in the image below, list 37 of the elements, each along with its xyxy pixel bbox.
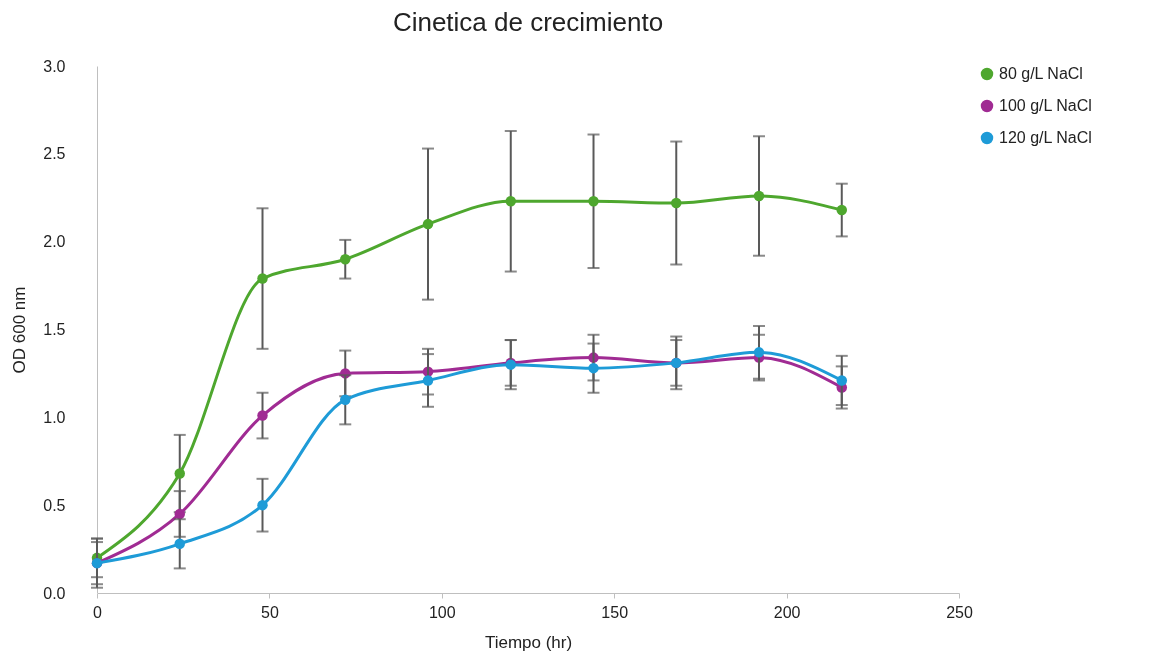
chart-title: Cinetica de crecimiento: [392, 7, 664, 37]
point: [753, 347, 765, 358]
y-tick-label: 2.0: [43, 233, 66, 251]
point: [174, 538, 185, 550]
point: [174, 508, 185, 520]
y-tick-label: 3.0: [43, 57, 66, 75]
point: [257, 499, 268, 511]
point: [588, 196, 599, 207]
point: [257, 410, 268, 421]
point: [174, 468, 185, 479]
x-axis-title: Tiempo (hr): [484, 632, 573, 652]
x-tick-label: 100: [428, 603, 456, 621]
y-tick-label: 1.5: [43, 321, 66, 338]
point: [340, 254, 351, 265]
point: [753, 190, 765, 202]
point: [671, 197, 682, 209]
point: [422, 218, 434, 230]
point: [505, 196, 516, 207]
point: [422, 375, 434, 386]
x-tick-label: 250: [946, 603, 973, 621]
point: [836, 204, 848, 216]
legend-label: 80 g/L NaCl: [999, 65, 1083, 82]
y-axis-title: OD 600 nm: [10, 286, 30, 374]
y-tick-label: 0.0: [43, 584, 66, 602]
point: [836, 375, 848, 386]
x-tick-label: 50: [261, 603, 279, 621]
x-tick-label: 0: [93, 603, 103, 621]
point: [588, 362, 599, 374]
x-tick-label: 200: [773, 603, 801, 621]
legend-label: 120 g/L NaCl: [999, 129, 1092, 146]
y-tick-label: 1.0: [43, 408, 66, 426]
legend-label: 100 g/L NaCl: [999, 97, 1092, 114]
y-tick-label: 2.5: [43, 145, 66, 163]
x-tick-label: 150: [601, 603, 629, 621]
y-tick-label: 0.5: [43, 496, 66, 514]
point: [257, 273, 268, 284]
point: [340, 394, 351, 405]
